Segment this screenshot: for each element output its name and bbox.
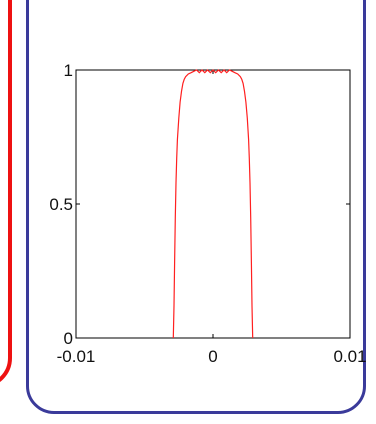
plot-frame: [75, 69, 351, 339]
series-line: [172, 69, 254, 339]
x-tick-label: 0: [208, 347, 217, 366]
x-tick-label: 0.01: [333, 347, 366, 366]
y-tick-label: 1: [64, 61, 73, 80]
y-tick-label: 0.5: [49, 195, 73, 214]
y-tick-label: 0: [64, 329, 73, 348]
x-tick-label: -0.01: [57, 347, 96, 366]
